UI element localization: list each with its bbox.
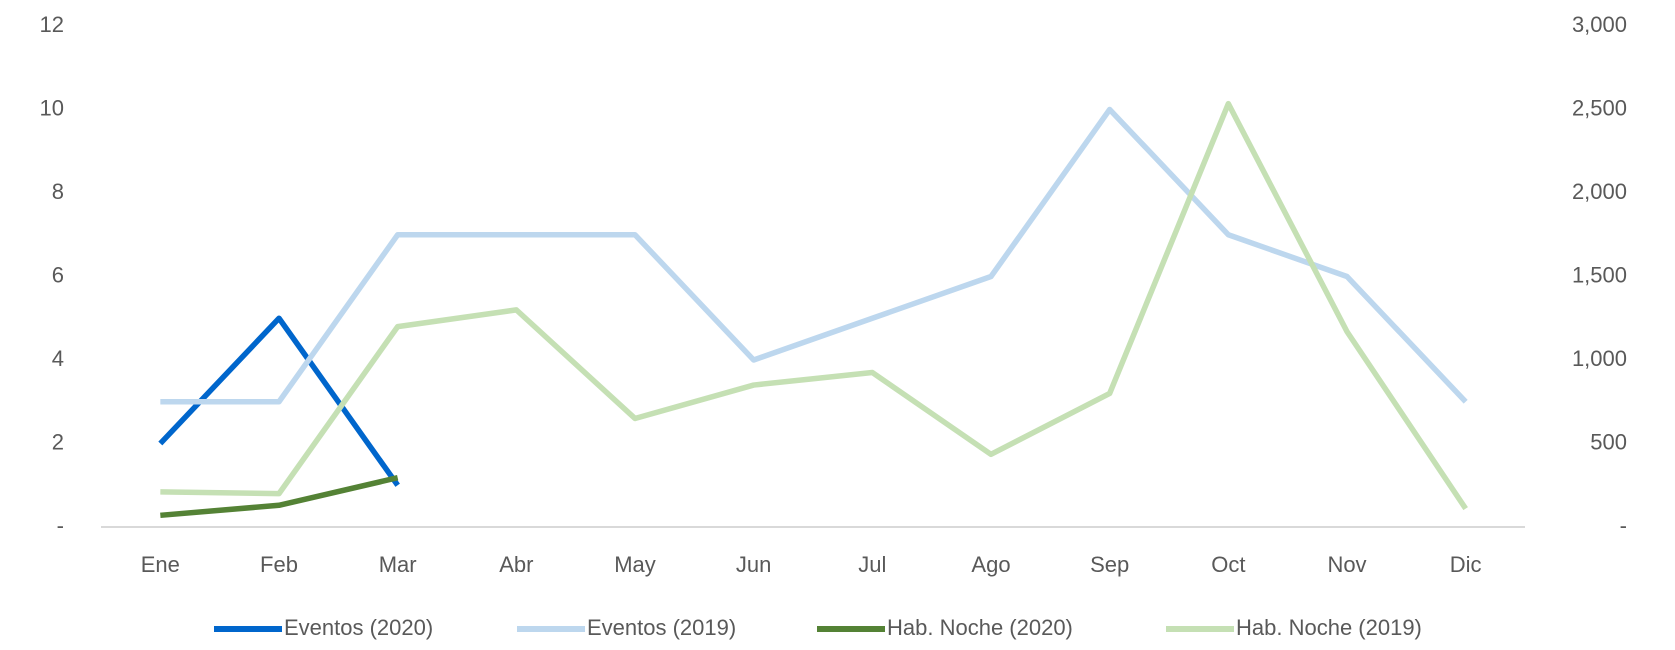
y-tick-label: 8 — [52, 179, 64, 204]
legend-label: Eventos (2020) — [284, 615, 433, 640]
y-tick-label: - — [57, 513, 64, 538]
x-tick-label: Oct — [1211, 552, 1245, 577]
y-tick-label: 4 — [52, 346, 64, 371]
y-tick-label: 6 — [52, 262, 64, 287]
y-tick-label: 10 — [40, 95, 64, 120]
series-line — [160, 100, 1468, 511]
x-tick-label: Jun — [736, 552, 771, 577]
x-tick-label: Dic — [1450, 552, 1482, 577]
y2-tick-label: 3,000 — [1572, 12, 1627, 37]
legend-label: Hab. Noche (2019) — [1236, 615, 1422, 640]
y2-tick-label: 1,500 — [1572, 262, 1627, 287]
legend-label: Hab. Noche (2020) — [887, 615, 1073, 640]
legend-label: Eventos (2019) — [587, 615, 736, 640]
series-line — [160, 475, 399, 519]
y-tick-label: 2 — [52, 429, 64, 454]
x-tick-label: Abr — [499, 552, 533, 577]
y2-tick-label: 500 — [1590, 429, 1627, 454]
series-line — [160, 106, 1468, 405]
x-tick-label: Mar — [379, 552, 417, 577]
y-tick-label: 12 — [40, 12, 64, 37]
x-tick-label: Sep — [1090, 552, 1129, 577]
y2-tick-label: - — [1620, 513, 1627, 538]
x-tick-label: Ene — [141, 552, 180, 577]
x-tick-label: Nov — [1327, 552, 1366, 577]
x-tick-label: Jul — [858, 552, 886, 577]
y2-tick-label: 1,000 — [1572, 346, 1627, 371]
x-tick-label: Feb — [260, 552, 298, 577]
x-tick-label: Ago — [971, 552, 1010, 577]
y2-tick-label: 2,000 — [1572, 179, 1627, 204]
x-tick-label: May — [614, 552, 656, 577]
y2-tick-label: 2,500 — [1572, 95, 1627, 120]
